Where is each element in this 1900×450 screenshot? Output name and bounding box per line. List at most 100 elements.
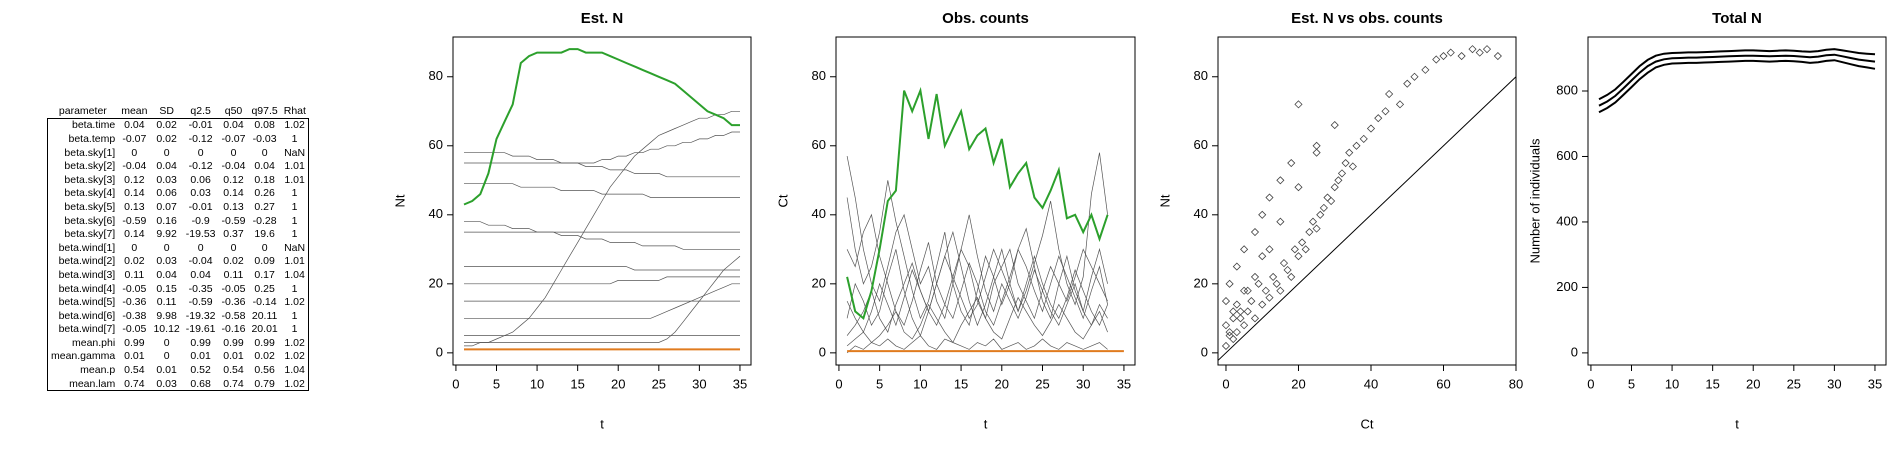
point [1493, 51, 1502, 61]
table-cell: -0.36 [221, 296, 246, 309]
point [1250, 272, 1260, 281]
point [1225, 279, 1234, 288]
plot-box [835, 36, 1136, 366]
x-tick-label: 25 [1035, 376, 1049, 391]
table-cell: -0.9 [191, 214, 210, 227]
x-axis-label: Ct [1361, 416, 1374, 431]
table-cell: 0.16 [156, 214, 177, 227]
table-cell: NaN [284, 241, 306, 254]
point [1265, 293, 1274, 302]
column-header: q50 [224, 104, 243, 117]
table-cell: 1.02 [284, 336, 305, 349]
y-tick-label: 80 [429, 68, 443, 83]
table-cell: 1.02 [284, 119, 305, 132]
table-cell: 0.04 [156, 268, 177, 281]
table-cell: 0.52 [190, 364, 211, 377]
point [1475, 48, 1484, 57]
y-tick-label: 800 [1556, 82, 1578, 97]
table-cell: 0.26 [254, 187, 275, 200]
table-cell: 0.03 [190, 187, 211, 200]
table-cell: beta.sky[4] [64, 187, 116, 200]
point [1250, 227, 1260, 237]
table-cell: 0.06 [156, 187, 177, 200]
y-tick-label: 600 [1556, 148, 1578, 163]
table-cell: 1 [291, 323, 298, 336]
y-tick-label: 60 [429, 137, 443, 152]
point [1352, 141, 1361, 150]
table-cell: 1 [291, 132, 298, 145]
point [1337, 169, 1347, 178]
point [1283, 265, 1292, 275]
table-cell: -0.01 [188, 119, 213, 132]
x-tick-label: 35 [733, 376, 747, 391]
table-cell: beta.time [72, 119, 116, 132]
table-cell: 0.68 [190, 377, 211, 390]
series-line [846, 86, 1109, 321]
table-cell: -19.61 [185, 323, 216, 336]
series-line [464, 131, 740, 164]
point [1236, 307, 1245, 316]
column-header: parameter [58, 104, 107, 117]
table-cell: -0.12 [188, 132, 213, 145]
table-cell: 1 [291, 200, 298, 213]
table-cell: 0.14 [124, 228, 145, 241]
table-cell: 0.99 [124, 336, 145, 349]
series-line [463, 48, 740, 206]
point [1287, 272, 1296, 281]
y-tick-label: 0 [819, 344, 826, 359]
point [1319, 203, 1328, 212]
series-line [846, 213, 1108, 327]
table-cell: NaN [284, 146, 306, 159]
column-header: SD [159, 104, 174, 117]
table-cell: 0 [261, 241, 268, 254]
series-line [464, 255, 741, 343]
table-cell: 0 [131, 241, 138, 254]
point [1334, 176, 1343, 185]
table-cell: 1.02 [284, 377, 305, 390]
table-cell: -0.59 [221, 214, 246, 227]
x-tick-label: 25 [1787, 376, 1801, 391]
column-header: mean [121, 104, 148, 117]
y-tick-label: 0 [1571, 344, 1578, 359]
table-cell: -0.05 [122, 282, 147, 295]
point [1294, 252, 1303, 261]
series-line [1598, 53, 1876, 107]
point [1410, 72, 1419, 81]
point [1395, 100, 1405, 109]
point [1312, 141, 1321, 150]
point [1439, 51, 1448, 61]
table-cell: 0.11 [223, 268, 244, 281]
identity-line [1217, 76, 1517, 361]
table-cell: 0.25 [254, 282, 275, 295]
table-cell: 0 [230, 241, 237, 254]
point [1348, 162, 1357, 171]
plot-box [1587, 36, 1887, 366]
point [1240, 321, 1249, 330]
x-tick-label: 20 [1746, 376, 1760, 391]
x-tick-label: 0 [452, 376, 459, 391]
table-cell: 0.12 [124, 173, 145, 186]
table-cell: 1.01 [284, 160, 305, 173]
table-cell: 0.74 [223, 377, 244, 390]
table-cell: 0.02 [156, 132, 177, 145]
table-cell: 1 [291, 228, 298, 241]
table-cell: 0.13 [223, 200, 244, 213]
table-cell: beta.sky[7] [64, 228, 116, 241]
point [1232, 262, 1241, 271]
point [1381, 107, 1390, 116]
point [1276, 176, 1285, 185]
table-cell: 0.03 [156, 173, 177, 186]
series-line [846, 156, 1108, 320]
table-cell: 0.01 [190, 350, 211, 363]
x-tick-label: 35 [1117, 376, 1131, 391]
table-cell: beta.wind[5] [58, 296, 116, 309]
table-cell: 9.98 [156, 309, 177, 322]
table-cell: beta.sky[2] [64, 160, 116, 173]
table-cell: beta.sky[5] [64, 200, 116, 213]
table-cell: 0.54 [223, 364, 244, 377]
point [1269, 272, 1278, 281]
table-cell: 19.6 [254, 228, 275, 241]
table-cell: 0.09 [254, 255, 275, 268]
point [1232, 300, 1241, 309]
